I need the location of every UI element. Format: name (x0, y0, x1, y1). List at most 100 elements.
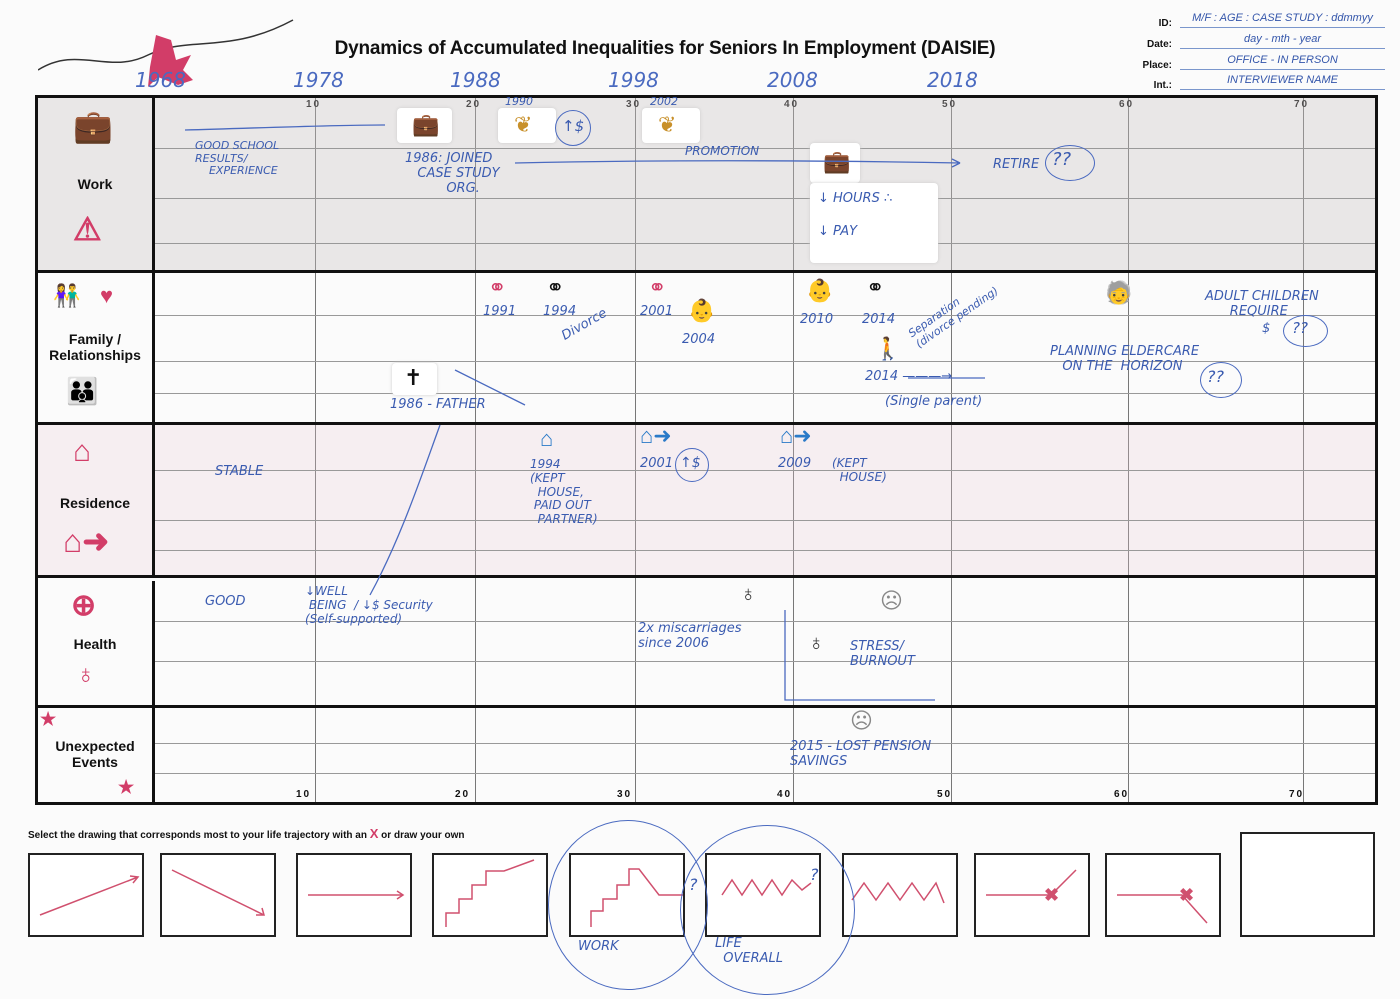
age-tick: 40 (784, 99, 800, 110)
annotation: (Single parent) (885, 394, 983, 409)
interviewer-label: Int.: (1153, 80, 1172, 91)
annotation: 2x miscarriages since 2006 (638, 621, 742, 651)
year-label: 1978 (293, 68, 344, 92)
warning-icon: ⚠ (73, 211, 102, 247)
trajectory-flat-then-rise[interactable]: ✖ (974, 853, 1090, 937)
trajectory-flat-then-fall[interactable]: ✖ (1105, 853, 1221, 937)
svg-text:✖: ✖ (1179, 885, 1194, 905)
daisie-logo (38, 19, 294, 87)
annotation: ↓WELL BEING / ↓$ Security (Self-supporte… (305, 584, 433, 626)
briefcase-icon: 💼 (73, 108, 113, 144)
trajectory-falling[interactable] (160, 853, 276, 937)
year-label: 2008 (767, 68, 818, 92)
row-title: Work (77, 176, 113, 192)
annotation: ?? (1052, 149, 1072, 170)
annotation: ? (810, 865, 819, 884)
age-tick: 70 (1289, 789, 1305, 800)
trajectory-flat[interactable] (296, 853, 412, 937)
year-label: 2018 (927, 68, 978, 92)
elderly-icon: 🧓 (1105, 280, 1133, 305)
age-tick: 30 (617, 789, 633, 800)
laurel-icon: ❦ (514, 112, 533, 137)
house-icon: ⌂ (540, 426, 554, 451)
trajectory-note-work: WORK (578, 939, 619, 954)
divorce-rings-icon: ⚭ (546, 275, 565, 300)
annotation: 2002 (650, 95, 678, 108)
annotation: ADULT CHILDREN REQUIRE (1205, 289, 1319, 319)
heart-icon: ♥ (100, 283, 114, 308)
house-move-icon: ⌂➜ (63, 523, 110, 559)
draw-your-own-box[interactable] (1240, 832, 1375, 937)
id-field[interactable]: M/F : AGE : CASE STUDY : ddmmyy (1180, 9, 1385, 28)
row-label-family: 👫 ♥ Family / Relationships 👪 (38, 273, 155, 422)
annotation: STABLE (215, 464, 264, 479)
sad-face-icon: ☹ (850, 708, 873, 733)
interviewer-field[interactable]: INTERVIEWER NAME (1180, 71, 1385, 90)
briefcase-icon: 💼 (412, 112, 440, 137)
family-icon: 👪 (66, 376, 99, 406)
age-tick: 50 (937, 789, 953, 800)
age-tick: 30 (626, 99, 642, 110)
age-tick: 60 (1119, 99, 1135, 110)
laurel-icon: ❦ (658, 112, 677, 137)
year-label: 1988 (450, 68, 501, 92)
note-card (810, 183, 938, 263)
stethoscope-icon: ♁ (76, 659, 96, 689)
trajectory-rising[interactable] (28, 853, 144, 937)
age-tick: 10 (306, 99, 322, 110)
annotation: STRESS/ BURNOUT (850, 639, 915, 669)
annotation: 1986: JOINED CASE STUDY ORG. (405, 151, 500, 196)
annotation: 2001 (640, 304, 674, 319)
trajectory-steps-up[interactable] (432, 853, 548, 937)
annotation: 2014 (862, 312, 896, 327)
house-move-icon: ⌂➜ (780, 423, 812, 448)
age-tick: 70 (1294, 99, 1310, 110)
row-label-work: 💼 Work ⚠ (38, 98, 155, 270)
annotation: 1994 (543, 304, 577, 319)
row-title: Health (73, 636, 117, 652)
annotation: ? (689, 875, 698, 894)
annotation: 2001 (640, 456, 674, 471)
annotation: RETIRE (993, 157, 1040, 172)
row-title: Unexpected Events (55, 738, 135, 770)
trajectory-zigzag[interactable] (842, 853, 958, 937)
annotation: GOOD SCHOOL RESULTS/ EXPERIENCE (195, 139, 280, 178)
star-icon: ★ (118, 777, 135, 797)
baby-icon: 👶 (688, 298, 716, 323)
annotation: 2010 (800, 312, 834, 327)
row-unexpected: ★ Unexpected Events ★ (38, 708, 1375, 802)
annotation: ↑$ (562, 117, 585, 135)
annotation: 1994 (KEPT HOUSE, PAID OUT PARTNER) (530, 457, 598, 527)
annotation: PLANNING ELDERCARE ON THE HORIZON (1050, 344, 1200, 374)
annotation: 2009 (778, 456, 812, 471)
stethoscope-icon: ♁ (740, 581, 757, 606)
annotation: $ (1262, 321, 1271, 336)
annotation: 2004 (682, 332, 716, 347)
place-label: Place: (1142, 60, 1172, 71)
annotation: 1986 - FATHER (390, 397, 486, 412)
annotation: 1991 (483, 304, 517, 319)
place-field[interactable]: OFFICE - IN PERSON (1180, 51, 1385, 70)
wedding-rings-icon: ⚭ (648, 275, 667, 300)
annotation: ?? (1292, 319, 1308, 337)
annotation: ↑$ (680, 455, 701, 471)
id-label: ID: (1158, 18, 1172, 29)
age-tick: 20 (466, 99, 482, 110)
annotation: ↓ HOURS ∴ (818, 191, 893, 206)
star-icon: ★ (40, 709, 57, 729)
trajectory-note-life: LIFE OVERALL (715, 936, 784, 966)
interview-info: ID: M/F : AGE : CASE STUDY : ddmmyy Date… (1140, 6, 1390, 96)
parent-child-icon: 🚶 (874, 336, 902, 361)
age-tick: 20 (455, 789, 471, 800)
date-label: Date: (1146, 39, 1172, 50)
page-title: Dynamics of Accumulated Inequalities for… (334, 38, 996, 59)
age-tick: 50 (942, 99, 958, 110)
wedding-rings-icon: ⚭ (488, 275, 507, 300)
life-grid: 10 20 30 40 50 60 70 💼 Work ⚠ 👫 ♥ Family… (35, 95, 1378, 805)
year-label: 1968 (135, 68, 186, 92)
age-tick: 60 (1114, 789, 1130, 800)
date-field[interactable]: day - mth - year (1180, 30, 1385, 49)
annotation: 2015 - LOST PENSION SAVINGS (790, 739, 932, 769)
trajectory-instruction: Select the drawing that corresponds most… (28, 826, 465, 841)
